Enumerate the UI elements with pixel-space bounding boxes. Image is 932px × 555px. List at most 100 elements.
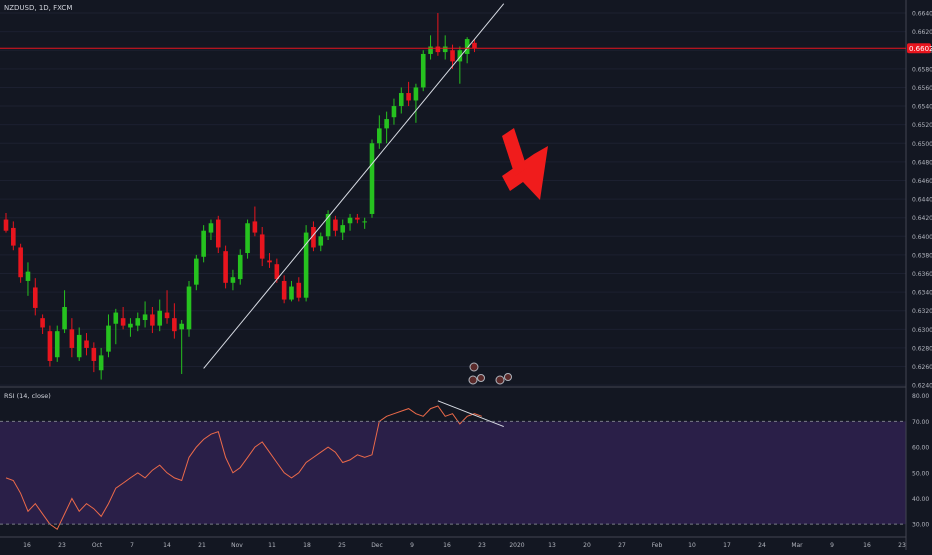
time-tick-label: 16 bbox=[863, 542, 871, 549]
candle bbox=[91, 342, 97, 373]
event-marker-icon[interactable] bbox=[477, 374, 485, 382]
rsi-tick-label: 80.00 bbox=[912, 393, 929, 400]
candle bbox=[230, 269, 236, 291]
rsi-label: RSI (14, close) bbox=[4, 392, 51, 400]
rsi-tick-label: 50.00 bbox=[912, 470, 929, 477]
candle bbox=[98, 347, 104, 380]
time-tick-label: 21 bbox=[198, 542, 206, 549]
candle bbox=[128, 318, 133, 337]
time-tick-label: 13 bbox=[548, 542, 556, 549]
candle bbox=[464, 37, 470, 64]
time-tick-label: 2020 bbox=[509, 542, 524, 549]
candle bbox=[179, 320, 184, 374]
time-tick-label: 23 bbox=[898, 542, 906, 549]
symbol-title: NZDUSD, 1D, FXCM bbox=[4, 4, 72, 12]
event-marker-icon[interactable] bbox=[469, 362, 479, 372]
time-tick-label: 23 bbox=[478, 542, 486, 549]
candle bbox=[223, 245, 228, 289]
rsi-line bbox=[5, 405, 482, 531]
candle bbox=[172, 303, 177, 339]
current-price-tag bbox=[907, 43, 931, 54]
candle bbox=[252, 206, 258, 237]
candle bbox=[150, 306, 155, 334]
candle bbox=[54, 325, 60, 362]
candle bbox=[25, 262, 31, 296]
candle bbox=[201, 225, 206, 263]
time-tick-label: 25 bbox=[338, 542, 346, 549]
time-tick-label: Oct bbox=[92, 542, 103, 549]
candle bbox=[259, 226, 265, 267]
time-tick-label: 16 bbox=[443, 542, 451, 549]
candle bbox=[237, 249, 243, 285]
candle bbox=[377, 115, 382, 149]
candle bbox=[472, 39, 477, 53]
time-tick-label: 17 bbox=[723, 542, 731, 549]
event-marker-icon[interactable] bbox=[495, 375, 505, 385]
candle bbox=[362, 217, 367, 229]
candle bbox=[3, 213, 9, 233]
candle bbox=[32, 278, 38, 316]
candle bbox=[318, 232, 324, 252]
rsi-tick-label: 60.00 bbox=[912, 445, 929, 452]
candle bbox=[281, 275, 287, 304]
trendline[interactable] bbox=[203, 3, 505, 369]
time-tick-label: Mar bbox=[791, 542, 803, 549]
candle bbox=[84, 333, 89, 356]
candle bbox=[113, 308, 119, 345]
candle bbox=[157, 299, 163, 332]
candle bbox=[215, 215, 221, 254]
candle bbox=[398, 87, 404, 114]
candle bbox=[355, 213, 360, 224]
candle bbox=[208, 219, 214, 241]
event-markers[interactable] bbox=[468, 362, 512, 385]
time-tick-label: 24 bbox=[758, 542, 766, 549]
time-tick-label: 23 bbox=[58, 542, 66, 549]
candle bbox=[11, 221, 16, 251]
rsi-band bbox=[0, 421, 906, 525]
candle bbox=[76, 327, 82, 361]
candle bbox=[120, 306, 126, 330]
rsi-trendline[interactable] bbox=[437, 400, 504, 428]
candle bbox=[69, 318, 75, 358]
candle bbox=[340, 219, 346, 241]
candle bbox=[303, 225, 309, 302]
candle bbox=[47, 325, 53, 367]
rsi-tick-label: 40.00 bbox=[912, 496, 929, 503]
candle bbox=[40, 314, 45, 334]
current-price-label: 0.66021 bbox=[909, 45, 932, 53]
candle bbox=[18, 243, 23, 283]
time-tick-label: 10 bbox=[688, 542, 696, 549]
price-tick-label: 0.62400 bbox=[912, 383, 932, 390]
candle bbox=[186, 280, 192, 337]
candle bbox=[245, 219, 250, 259]
candle bbox=[369, 139, 375, 218]
time-tick-label: Dec bbox=[371, 542, 383, 549]
event-marker-icon[interactable] bbox=[504, 373, 512, 381]
event-marker-icon[interactable] bbox=[468, 375, 478, 385]
candle bbox=[135, 312, 141, 332]
candle bbox=[391, 98, 397, 125]
candle bbox=[267, 253, 272, 268]
time-tick-label: Feb bbox=[652, 542, 663, 549]
candle bbox=[106, 314, 111, 358]
candle bbox=[457, 46, 463, 84]
down-arrow-icon bbox=[502, 128, 548, 200]
rsi-tick-label: 70.00 bbox=[912, 419, 929, 426]
candle bbox=[164, 290, 170, 324]
